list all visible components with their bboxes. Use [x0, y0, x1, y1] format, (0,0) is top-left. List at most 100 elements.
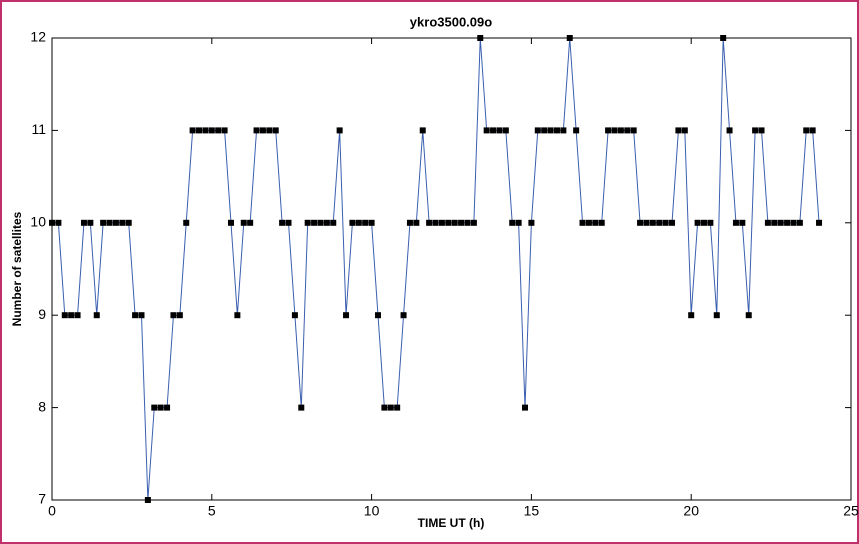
point-marker	[816, 219, 823, 226]
point-marker	[579, 219, 586, 226]
point-marker	[611, 127, 618, 134]
point-marker	[157, 404, 164, 411]
point-marker	[803, 127, 810, 134]
point-marker	[732, 219, 739, 226]
point-marker	[713, 312, 720, 319]
point-marker	[630, 127, 637, 134]
point-marker	[311, 219, 318, 226]
point-marker	[560, 127, 567, 134]
point-marker	[68, 312, 75, 319]
x-tick-label: 0	[48, 503, 56, 519]
point-marker	[227, 219, 234, 226]
point-marker	[617, 127, 624, 134]
point-marker	[502, 127, 509, 134]
point-marker	[355, 219, 362, 226]
point-marker	[470, 219, 477, 226]
point-marker	[100, 219, 107, 226]
point-marker	[183, 219, 190, 226]
point-marker	[196, 127, 203, 134]
point-marker	[700, 219, 707, 226]
x-tick-label: 25	[843, 503, 859, 519]
point-marker	[573, 127, 580, 134]
x-tick-label: 5	[208, 503, 216, 519]
point-marker	[106, 219, 113, 226]
point-marker	[112, 219, 119, 226]
point-marker	[515, 219, 522, 226]
point-marker	[528, 219, 535, 226]
point-marker	[176, 312, 183, 319]
point-marker	[240, 219, 247, 226]
y-tick-label: 12	[30, 29, 46, 45]
point-marker	[247, 219, 254, 226]
point-marker	[304, 219, 311, 226]
point-marker	[61, 312, 68, 319]
point-marker	[649, 219, 656, 226]
point-marker	[215, 127, 222, 134]
point-marker	[669, 219, 676, 226]
point-marker	[809, 127, 816, 134]
point-marker	[534, 127, 541, 134]
point-marker	[675, 127, 682, 134]
point-marker	[374, 312, 381, 319]
point-marker	[509, 219, 516, 226]
x-tick-label: 10	[364, 503, 380, 519]
point-marker	[170, 312, 177, 319]
y-tick-label: 7	[38, 491, 46, 507]
point-marker	[419, 127, 426, 134]
point-marker	[483, 127, 490, 134]
point-marker	[189, 127, 196, 134]
point-marker	[132, 312, 139, 319]
point-marker	[93, 312, 100, 319]
point-marker	[522, 404, 529, 411]
point-marker	[451, 219, 458, 226]
point-marker	[394, 404, 401, 411]
point-marker	[758, 127, 765, 134]
point-marker	[566, 35, 573, 41]
point-marker	[598, 219, 605, 226]
point-marker	[752, 127, 759, 134]
point-marker	[643, 219, 650, 226]
point-marker	[432, 219, 439, 226]
point-marker	[74, 312, 81, 319]
point-marker	[336, 127, 343, 134]
point-marker	[387, 404, 394, 411]
point-marker	[125, 219, 132, 226]
point-marker	[144, 497, 151, 503]
point-marker	[605, 127, 612, 134]
point-marker	[138, 312, 145, 319]
y-tick-label: 10	[30, 214, 46, 230]
point-marker	[694, 219, 701, 226]
point-marker	[637, 219, 644, 226]
point-marker	[458, 219, 465, 226]
point-marker	[547, 127, 554, 134]
point-marker	[259, 127, 266, 134]
point-marker	[285, 219, 292, 226]
point-marker	[279, 219, 286, 226]
point-marker	[490, 127, 497, 134]
point-marker	[624, 127, 631, 134]
point-marker	[553, 127, 560, 134]
point-marker	[362, 219, 369, 226]
y-axis-label: Number of satellites	[10, 211, 24, 326]
point-marker	[234, 312, 241, 319]
point-marker	[739, 219, 746, 226]
point-marker	[119, 219, 126, 226]
x-tick-label: 15	[524, 503, 540, 519]
point-marker	[790, 219, 797, 226]
point-marker	[426, 219, 433, 226]
point-marker	[343, 312, 350, 319]
point-marker	[55, 219, 62, 226]
point-marker	[796, 219, 803, 226]
point-marker	[330, 219, 337, 226]
point-marker	[266, 127, 273, 134]
chart-title: ykro3500.09o	[410, 14, 492, 29]
point-marker	[496, 127, 503, 134]
point-marker	[80, 219, 87, 226]
point-marker	[272, 127, 279, 134]
point-marker	[221, 127, 228, 134]
point-marker	[707, 219, 714, 226]
point-marker	[49, 219, 55, 226]
y-tick-label: 11	[31, 121, 46, 137]
point-marker	[662, 219, 669, 226]
